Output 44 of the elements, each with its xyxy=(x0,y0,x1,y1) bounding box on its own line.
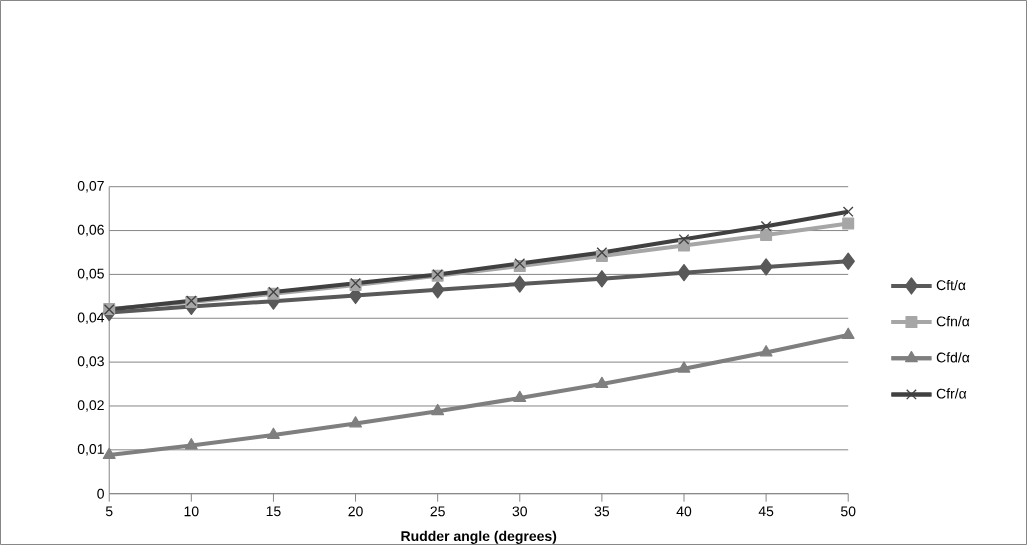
x-tick-label: 15 xyxy=(266,506,281,516)
point xyxy=(513,275,527,293)
x-tick-label: 30 xyxy=(512,506,527,517)
x-tick-label: 25 xyxy=(430,506,445,517)
x-tick-label: 45 xyxy=(758,506,774,516)
point xyxy=(430,280,445,299)
point xyxy=(842,217,855,230)
y-tick-label: 0 xyxy=(97,488,104,499)
x-tick-label: 50 xyxy=(840,506,856,517)
point xyxy=(595,376,609,388)
y-tick-label: 0,05 xyxy=(77,268,104,281)
y-tick-label: 0,07 xyxy=(77,180,104,193)
y-tick-label: 0,01 xyxy=(77,443,104,456)
y-tick-label: 0,06 xyxy=(77,224,104,237)
point xyxy=(595,269,609,288)
point xyxy=(678,233,690,245)
point xyxy=(760,228,773,241)
point xyxy=(266,427,280,439)
point xyxy=(759,258,773,276)
legend-label: Cfr/α xyxy=(936,388,967,399)
point xyxy=(677,263,691,282)
legend-label: Cfd/α xyxy=(936,352,970,363)
y-tick-label: 0,02 xyxy=(77,400,104,412)
point xyxy=(431,403,445,416)
point xyxy=(760,220,772,232)
y-tick-label: 0,03 xyxy=(77,356,104,368)
point xyxy=(596,246,608,258)
x-axis-title: Rudder angle (degrees) xyxy=(401,530,557,544)
point xyxy=(759,344,773,357)
point xyxy=(841,327,855,339)
point xyxy=(841,252,855,270)
x-tick-label: 35 xyxy=(594,506,610,517)
y-tick-label: 0,04 xyxy=(77,312,105,324)
point xyxy=(349,416,362,428)
point xyxy=(842,206,854,217)
x-tick-label: 20 xyxy=(348,506,363,517)
x-tick-label: 5 xyxy=(105,506,113,516)
x-tick-label: 40 xyxy=(676,506,692,517)
x-tick-label: 10 xyxy=(184,506,199,517)
legend-label: Cft/α xyxy=(936,279,966,291)
point xyxy=(677,361,691,373)
point xyxy=(184,437,198,450)
legend-label: Cfn/α xyxy=(936,315,970,327)
point xyxy=(513,390,527,402)
